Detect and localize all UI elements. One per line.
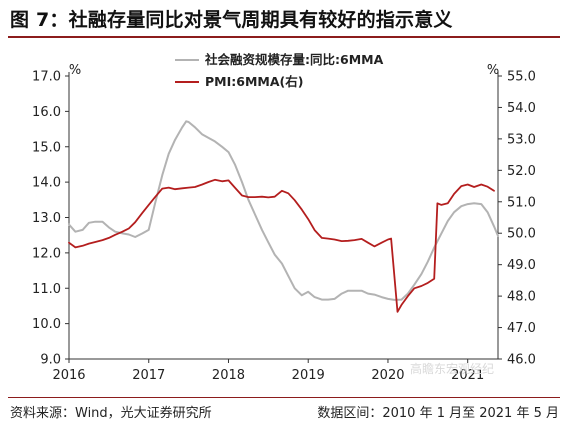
legend-label: 社会融资规模存量:同比:6MMA [204,52,384,67]
watermark: 高瞻东宏观经纪 [410,362,495,376]
legend-label: PMI:6MMA(右) [205,74,303,89]
left-tick-label: 11.0 [32,282,61,297]
x-tick-label: 2017 [132,368,165,383]
data-range-note: 数据区间：2010 年 1 月至 2021 年 5 月 [317,406,559,421]
right-tick-label: 50.0 [507,227,536,242]
x-tick-label: 2019 [292,368,325,383]
series-line-pmi [68,178,495,313]
left-tick-label: 17.0 [32,70,61,85]
right-tick-label: 54.0 [507,101,536,116]
right-tick-label: 48.0 [507,290,536,305]
source-note: 资料来源：Wind，光大证券研究所 [10,406,212,421]
left-tick-label: 13.0 [32,211,61,226]
right-tick-label: 49.0 [507,258,536,273]
right-tick-label: 47.0 [507,321,536,336]
left-tick-label: 15.0 [32,140,61,155]
chart-title: 图 7：社融存量同比对景气周期具有较好的指示意义 [10,9,453,31]
x-tick-label: 2020 [371,368,404,383]
left-tick-label: 9.0 [40,353,61,368]
right-tick-label: 53.0 [507,132,536,147]
series-line-social-financing [68,120,499,301]
footer-divider [8,397,560,398]
x-tick-label: 2016 [52,368,85,383]
right-tick-label: 55.0 [507,70,536,85]
x-tick-label: 2021 [451,368,484,383]
x-tick-label: 2018 [212,368,245,383]
left-tick-label: 10.0 [32,317,61,332]
right-axis-unit: % [487,63,499,78]
left-tick-label: 12.0 [32,246,61,261]
title-divider [8,36,560,38]
right-tick-label: 46.0 [507,353,536,368]
left-axis-unit: % [69,63,81,78]
left-tick-label: 16.0 [32,105,61,120]
right-tick-label: 51.0 [507,195,536,210]
right-tick-label: 52.0 [507,164,536,179]
left-tick-label: 14.0 [32,176,61,191]
